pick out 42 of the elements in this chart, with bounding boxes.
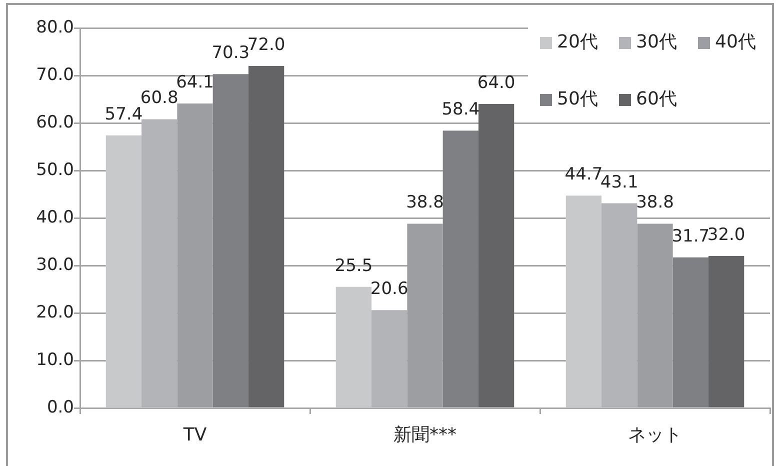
y-tick-label: 70.0 — [36, 64, 74, 85]
data-label: 20.6 — [370, 279, 408, 300]
y-tick-label: 40.0 — [36, 207, 74, 228]
bar — [106, 135, 142, 408]
bar — [442, 130, 478, 408]
data-label: 64.1 — [176, 72, 214, 93]
bar — [142, 119, 178, 408]
data-label: 57.4 — [104, 104, 143, 124]
y-tick-label: 50.0 — [36, 160, 74, 180]
legend-label: 60代 — [636, 88, 677, 110]
legend-label: 30代 — [636, 32, 677, 53]
data-label: 43.1 — [600, 172, 638, 192]
y-tick-label: 10.0 — [36, 350, 74, 370]
data-label: 60.8 — [140, 88, 178, 108]
data-label: 72.0 — [247, 35, 286, 55]
y-tick-label: 80.0 — [36, 17, 74, 38]
data-label: 38.8 — [636, 192, 674, 213]
bar — [602, 203, 638, 408]
bar — [672, 257, 708, 408]
data-label: 32.0 — [707, 225, 746, 245]
data-label: 64.0 — [477, 73, 516, 93]
bar — [212, 74, 248, 408]
bar — [372, 310, 408, 408]
bar — [248, 66, 284, 408]
x-tick-label: 新聞*** — [394, 424, 456, 446]
data-label: 25.5 — [334, 256, 373, 276]
bar — [336, 286, 372, 408]
legend-label: 50代 — [557, 88, 598, 110]
x-tick-label: TV — [182, 424, 208, 446]
legend-label: 20代 — [557, 32, 598, 53]
data-label: 38.8 — [406, 192, 444, 213]
bar — [708, 256, 744, 408]
y-tick-label: 0.0 — [46, 397, 74, 418]
y-tick-label: 30.0 — [36, 254, 74, 275]
legend-label: 40代 — [715, 32, 756, 53]
y-tick-label: 60.0 — [36, 112, 74, 132]
x-tick-label: ネット — [628, 424, 682, 446]
data-label: 31.7 — [672, 226, 710, 246]
y-tick-label: 20.0 — [36, 302, 74, 322]
bar — [478, 104, 514, 408]
data-label: 70.3 — [212, 43, 250, 64]
bar — [566, 196, 602, 408]
